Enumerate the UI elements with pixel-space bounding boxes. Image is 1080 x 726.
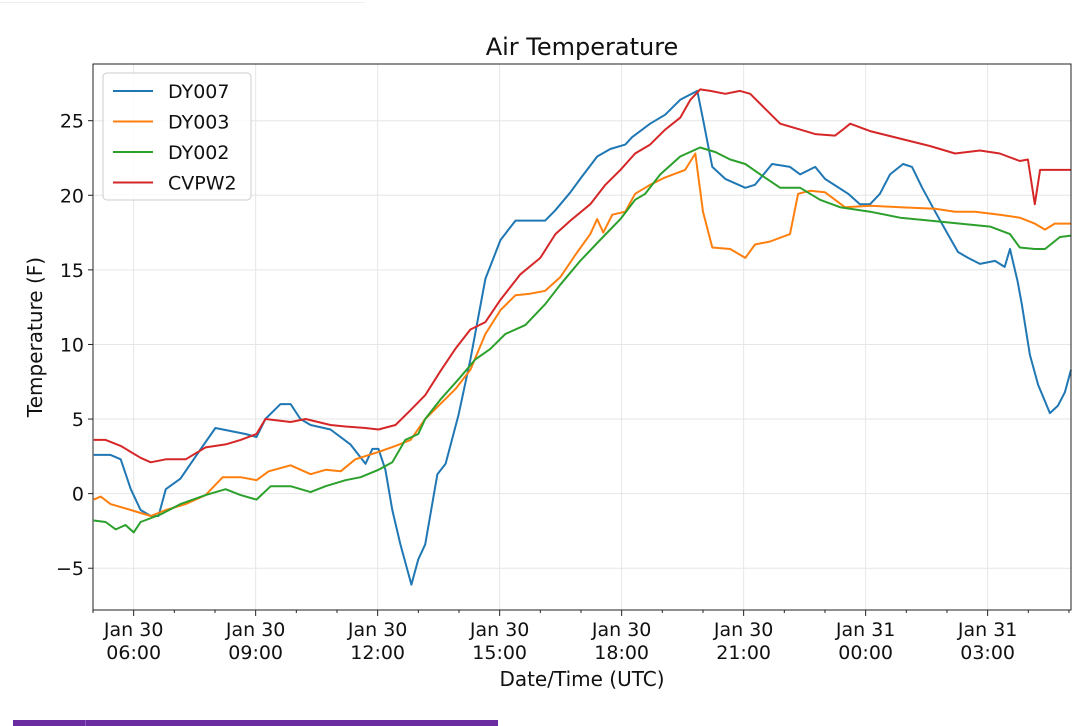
x-tick-date: Jan 30 [713,619,774,641]
grid [93,64,1071,610]
series-line-dy003 [93,152,1071,517]
chart-title: Air Temperature [486,33,679,61]
x-tick-time: 18:00 [594,642,649,664]
y-tick-label: 10 [60,334,84,356]
top-divider [0,2,365,3]
x-tick-time: 06:00 [106,642,161,664]
series-line-dy002 [93,146,1072,534]
y-tick-label: −5 [56,558,84,580]
y-tick-label: 25 [60,111,84,133]
x-tick-date: Jan 30 [591,619,652,641]
legend-label: CVPW2 [168,173,237,195]
x-tick-time: 21:00 [716,642,771,664]
bottom-bar [13,720,498,726]
y-tick-label: 0 [72,484,84,506]
legend: DY007 DY003 DY002 CVPW2 [102,72,252,201]
x-tick-date: Jan 30 [347,619,408,641]
x-tick-time: 12:00 [350,642,405,664]
x-tick-date: Jan 31 [957,619,1018,641]
x-tick-date: Jan 30 [469,619,530,641]
legend-label: DY007 [168,81,229,103]
x-tick-time: 00:00 [838,642,893,664]
series-line-cvpw2 [93,88,1071,464]
x-tick-date: Jan 30 [103,619,164,641]
legend-label: DY003 [168,112,229,134]
x-tick-time: 03:00 [960,642,1015,664]
y-tick-label: 5 [72,409,84,431]
x-tick-time: 09:00 [228,642,283,664]
y-tick-label: 15 [60,260,84,282]
x-tick-date: Jan 31 [835,619,896,641]
legend-box [102,72,252,201]
series-lines [93,88,1072,586]
legend-label: DY002 [168,142,229,164]
x-tick-date: Jan 30 [225,619,286,641]
y-axis-label: Temperature (F) [23,257,47,418]
bottom-bar-separator [85,720,86,726]
x-tick-time: 15:00 [472,642,527,664]
x-axis-label: Date/Time (UTC) [499,667,664,691]
plot-frame [92,63,1072,611]
y-tick-label: 20 [60,185,84,207]
